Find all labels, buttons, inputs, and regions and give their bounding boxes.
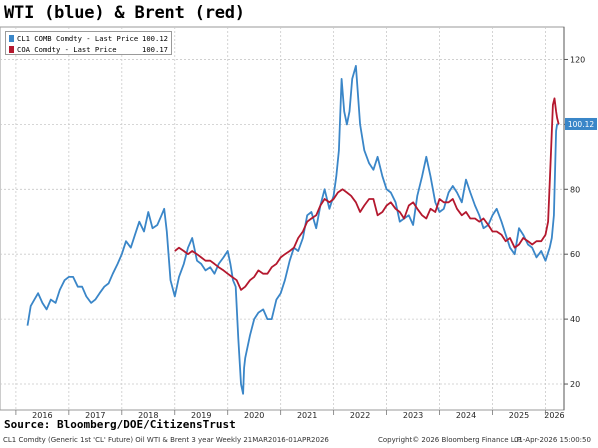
x-tick-label: 2023 [403, 411, 423, 420]
brent-line [174, 97, 560, 291]
legend: CL1 COMB Comdty - Last Price 100.12 COA … [5, 31, 172, 55]
source-note: Source: Bloomberg/DOE/CitizensTrust [4, 418, 236, 431]
y-tick-label: 80 [570, 185, 580, 194]
legend-entry-brent: COA Comdty - Last Price 100.17 [9, 44, 168, 55]
x-tick-label: 2019 [191, 411, 211, 420]
legend-value-brent: 100.17 [142, 45, 168, 54]
x-tick-label: 2025 [509, 411, 529, 420]
footer-timestamp: 01-Apr-2026 15:00:50 [514, 436, 591, 444]
x-tick-label: 2022 [350, 411, 370, 420]
legend-label-wti: CL1 COMB Comdty - Last Price [17, 34, 139, 43]
legend-value-wti: 100.12 [142, 34, 168, 43]
legend-swatch-brent [9, 46, 14, 53]
x-tick-label: 2024 [456, 411, 476, 420]
legend-entry-wti: CL1 COMB Comdty - Last Price 100.12 [9, 33, 168, 44]
y-tick-label: 120 [570, 55, 585, 64]
x-tick-label: 2017 [85, 411, 105, 420]
x-tick-label: 2018 [138, 411, 158, 420]
x-tick-label: 2020 [244, 411, 264, 420]
y-tick-label: 60 [570, 250, 580, 259]
footer-description: CL1 Comdty (Generic 1st 'CL' Future) Oil… [3, 436, 329, 444]
footer-copyright: Copyright© 2026 Bloomberg Finance L.P. [378, 436, 523, 444]
legend-label-brent: COA Comdty - Last Price [17, 45, 117, 54]
chart-title: WTI (blue) & Brent (red) [4, 3, 245, 23]
legend-swatch-wti [9, 35, 14, 42]
last-value-label: 100.12 [568, 120, 594, 129]
last-value-badge [565, 117, 597, 130]
footer-bar: CL1 Comdty (Generic 1st 'CL' Future) Oil… [0, 434, 598, 448]
y-tick-label: 20 [570, 380, 580, 389]
x-tick-label: 2016 [32, 411, 52, 420]
y-tick-label: 40 [570, 315, 580, 324]
x-tick-label: 2021 [297, 411, 317, 420]
x-tick-label: 2026 [544, 411, 564, 420]
